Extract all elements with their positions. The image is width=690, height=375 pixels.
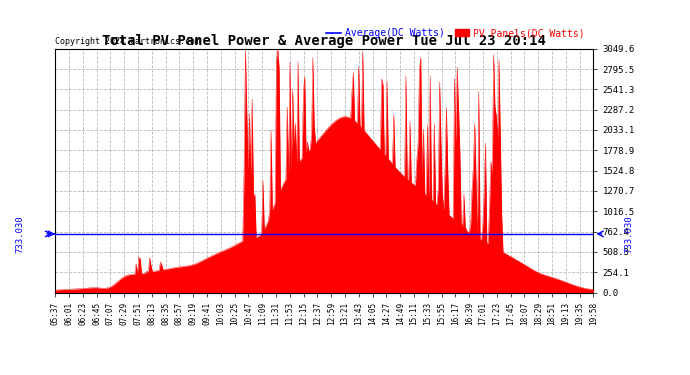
Legend: Average(DC Watts), PV Panels(DC Watts): Average(DC Watts), PV Panels(DC Watts) [323, 24, 589, 42]
Text: Copyright 2024 Cartronics.com: Copyright 2024 Cartronics.com [55, 38, 200, 46]
Title: Total PV Panel Power & Average Power Tue Jul 23 20:14: Total PV Panel Power & Average Power Tue… [102, 34, 546, 48]
Text: 733.030: 733.030 [16, 215, 25, 253]
Text: 733.030: 733.030 [624, 215, 633, 253]
